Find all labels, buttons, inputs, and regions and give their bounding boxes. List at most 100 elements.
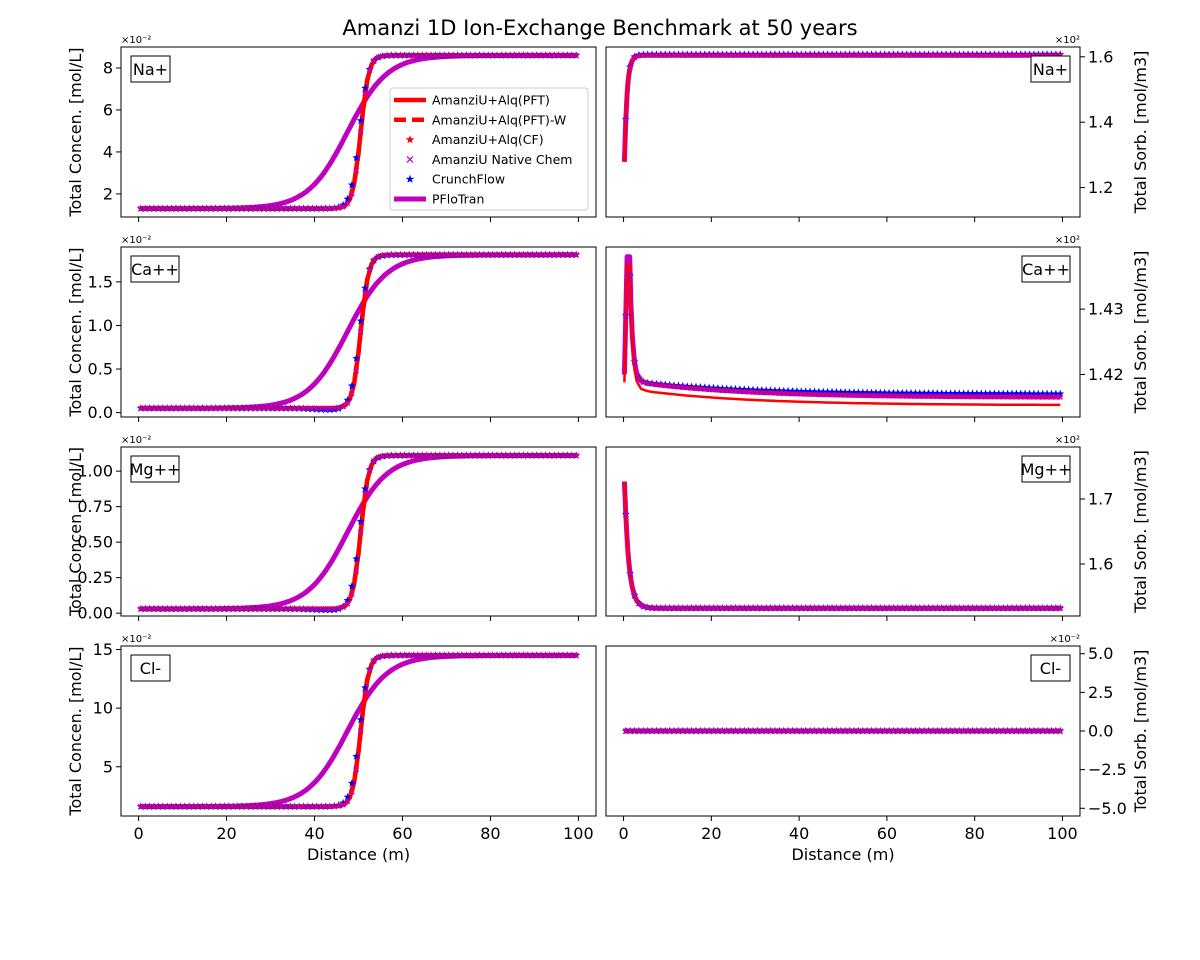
marker-amanziu-native xyxy=(164,606,171,612)
marker-amanziu-native xyxy=(296,405,302,412)
marker-amanziu-native xyxy=(662,728,669,734)
marker-crunchflow xyxy=(986,389,994,397)
marker-amanziu-native xyxy=(300,405,307,412)
marker-amanziu-native xyxy=(741,728,748,734)
y-axis-label: Total Sorb. [mol/m3] xyxy=(1131,450,1150,614)
marker-amanziu-native xyxy=(467,652,474,659)
marker-amanziu-native xyxy=(934,605,941,612)
marker-crunchflow xyxy=(858,388,867,396)
marker-amanziu-native xyxy=(636,600,642,607)
y-axis-label: Total Sorb. [mol/m3] xyxy=(1131,51,1150,215)
marker-amanziu-native xyxy=(987,605,993,612)
marker-amanziu-native xyxy=(353,367,360,374)
marker-amanziu-native xyxy=(737,728,743,734)
marker-amanziu-native xyxy=(811,605,818,612)
marker-amanziu-native xyxy=(494,52,500,59)
marker-amanziu-native xyxy=(239,205,245,212)
species-badge xyxy=(130,654,171,682)
marker-amanziu-native xyxy=(640,603,647,610)
marker-amanziu-native xyxy=(239,803,245,810)
marker-amanziu-native xyxy=(208,606,214,612)
marker-amanziu-native xyxy=(300,205,307,212)
marker-amanziu-native xyxy=(965,393,971,400)
marker-amanziu-native xyxy=(829,605,835,612)
marker-amanziu-native xyxy=(864,392,870,399)
marker-amanziu-native xyxy=(371,257,377,263)
marker-crunchflow xyxy=(999,389,1008,398)
marker-amanziu-native xyxy=(1022,605,1028,612)
marker-amanziu-native xyxy=(965,728,971,734)
marker-amanziu-native xyxy=(538,52,544,59)
legend-label: AmanziU+Alq(PFT)-W xyxy=(432,112,566,127)
marker-amanziu-native xyxy=(318,405,324,412)
marker-amanziu-native xyxy=(890,728,897,734)
marker-amanziu-native xyxy=(327,606,333,612)
marker-amanziu-native xyxy=(627,64,633,71)
marker-amanziu-native xyxy=(168,405,175,412)
marker-crunchflow xyxy=(885,388,894,397)
marker-amanziu-native xyxy=(371,57,377,64)
marker-amanziu-native xyxy=(203,606,210,612)
marker-amanziu-native xyxy=(908,393,914,399)
marker-amanziu-native xyxy=(573,652,580,659)
marker-amanziu-native xyxy=(168,803,175,810)
marker-amanziu-native xyxy=(842,605,849,612)
marker-crunchflow xyxy=(880,388,889,397)
marker-amanziu-native xyxy=(533,252,540,258)
axes-frame xyxy=(605,246,1081,418)
marker-amanziu-native xyxy=(622,312,629,319)
marker-amanziu-native xyxy=(1044,394,1050,400)
marker-amanziu-native xyxy=(252,405,258,412)
marker-amanziu-native xyxy=(1035,394,1042,400)
y-tick-label: 15 xyxy=(93,640,113,659)
marker-crunchflow xyxy=(898,388,907,397)
marker-crunchflow xyxy=(920,389,929,397)
species-badge-label: Cl- xyxy=(140,659,161,678)
marker-amanziu-native xyxy=(737,388,743,395)
marker-amanziu-native xyxy=(349,390,355,397)
marker-amanziu-native xyxy=(903,393,910,399)
marker-amanziu-native xyxy=(287,606,294,612)
marker-amanziu-native xyxy=(401,652,408,659)
marker-amanziu-native xyxy=(772,390,778,396)
marker-amanziu-native xyxy=(357,728,364,734)
subplot-left-Na+: 2 4 6 8 ×10⁻² Total Concen. [mol/L] Na+ xyxy=(66,35,597,222)
marker-amanziu-native xyxy=(300,803,307,810)
marker-amanziu-native xyxy=(719,387,726,394)
marker-amanziu-native xyxy=(960,728,967,734)
marker-amanziu-native xyxy=(309,606,316,612)
legend-label: CrunchFlow xyxy=(432,172,505,187)
marker-crunchflow xyxy=(977,389,986,397)
marker-amanziu-native xyxy=(758,605,765,612)
species-badge-label: Ca++ xyxy=(131,260,179,279)
marker-amanziu-native xyxy=(173,205,179,212)
y-multiplier-label: ×10² xyxy=(1055,435,1080,446)
marker-amanziu-native xyxy=(693,728,699,734)
marker-crunchflow xyxy=(1034,389,1043,398)
marker-amanziu-native xyxy=(903,605,910,612)
marker-amanziu-native xyxy=(181,606,188,612)
marker-amanziu-native xyxy=(969,393,976,400)
marker-crunchflow xyxy=(955,389,964,397)
marker-amanziu-native xyxy=(881,728,888,734)
marker-amanziu-native xyxy=(388,652,395,659)
marker-amanziu-native xyxy=(309,803,316,810)
marker-amanziu-native xyxy=(965,605,971,612)
marker-amanziu-native xyxy=(837,392,844,398)
marker-amanziu-native xyxy=(794,605,800,612)
marker-amanziu-native xyxy=(767,605,774,612)
marker-amanziu-native xyxy=(750,728,756,734)
marker-amanziu-native xyxy=(217,205,223,212)
marker-crunchflow xyxy=(356,715,365,724)
marker-amanziu-native xyxy=(816,391,822,398)
y-tick-label: 10 xyxy=(93,699,113,718)
marker-amanziu-native xyxy=(763,605,770,612)
marker-amanziu-native xyxy=(560,452,566,459)
marker-amanziu-native xyxy=(555,452,562,459)
axes-frame xyxy=(120,446,597,617)
marker-amanziu-native xyxy=(239,606,245,612)
marker-amanziu-native xyxy=(573,252,580,258)
marker-amanziu-native xyxy=(833,728,840,734)
marker-amanziu-native xyxy=(190,205,197,212)
axes-frame xyxy=(120,246,597,418)
